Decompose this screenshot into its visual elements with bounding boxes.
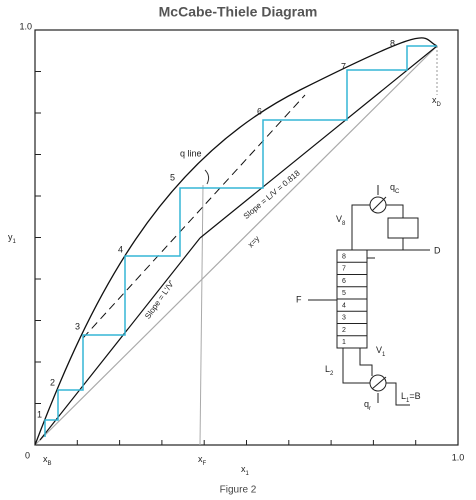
origin: 0 (25, 450, 30, 460)
distillate-label: D (434, 245, 441, 255)
drum (387, 217, 419, 239)
t: B (48, 461, 52, 467)
t: 1 (13, 239, 17, 245)
qc-label: qC (390, 182, 400, 194)
stripping-label: Slope = L'/V' (143, 279, 176, 321)
q-arrow (204, 169, 210, 185)
rectifying-label: Slope = L/V = 0.818 (242, 168, 302, 221)
t: C (395, 189, 400, 195)
y-label: y1 (8, 232, 17, 244)
tray-label: 1 (342, 339, 346, 346)
t: x (198, 454, 203, 464)
caption: Figure 2 (220, 485, 257, 496)
line (351, 204, 370, 250)
tray-label: 7 (342, 266, 346, 273)
t: 1 (382, 352, 386, 358)
feed-label: F (296, 294, 302, 304)
xb-label: xB (43, 454, 52, 466)
l-bottom-label: L2 (325, 364, 334, 376)
line (386, 382, 410, 406)
q-line (199, 184, 204, 446)
tray-label: 3 (342, 315, 346, 322)
diagonal-label: x=y (246, 234, 261, 249)
t: 1 (406, 398, 410, 404)
t: x (43, 454, 48, 464)
t: x (241, 464, 246, 474)
line (359, 348, 373, 376)
stage-steps (44, 45, 437, 437)
t: F (203, 461, 207, 467)
stage-label: 4 (118, 244, 123, 254)
t: q (364, 399, 369, 409)
line (342, 348, 370, 384)
q-line-label: q line (180, 148, 202, 158)
line (371, 376, 387, 390)
line (371, 196, 387, 212)
t: V (376, 345, 382, 355)
v-top-label: V8 (336, 214, 346, 226)
bottoms-label: L1=B (401, 391, 421, 403)
t: D (437, 102, 442, 108)
line (386, 204, 404, 218)
t: L (401, 391, 406, 401)
title: McCabe-Thiele Diagram (159, 4, 318, 20)
xf-label: xF (198, 454, 207, 466)
rectifying-line (199, 45, 438, 239)
qr-label: qr (364, 399, 371, 411)
v-bottom-label: V1 (376, 345, 386, 357)
tray-label: 5 (342, 290, 346, 297)
stage-label: 3 (75, 321, 80, 331)
line (366, 238, 404, 259)
stage-label: 7 (341, 61, 346, 71)
dashed-line (82, 94, 306, 339)
stage-label: 6 (257, 106, 262, 116)
t: x (432, 95, 437, 105)
t: 2 (330, 371, 334, 377)
ticks (35, 71, 417, 445)
t: r (369, 406, 371, 412)
t: =B (409, 391, 420, 401)
stage-label: 8 (390, 38, 395, 48)
stage-label: 2 (50, 377, 55, 387)
t: 8 (342, 221, 346, 227)
stage-label: 5 (170, 172, 175, 182)
tray-label: 8 (342, 253, 346, 260)
x-label: x1 (241, 464, 250, 476)
t: L (325, 364, 330, 374)
x-max: 1.0 (452, 452, 465, 462)
t: y (8, 232, 13, 242)
equilibrium-curve (34, 37, 438, 446)
diagonal (34, 45, 438, 446)
t: 1 (246, 471, 250, 477)
stage-label: 1 (37, 409, 42, 419)
tray-label: 6 (342, 278, 346, 285)
t: q (390, 182, 395, 192)
stripping-line (39, 237, 201, 441)
t: V (336, 214, 342, 224)
y-max: 1.0 (19, 21, 32, 31)
xd-label: xD (432, 95, 442, 107)
tray-label: 4 (342, 302, 346, 309)
tray-label: 2 (342, 327, 346, 334)
